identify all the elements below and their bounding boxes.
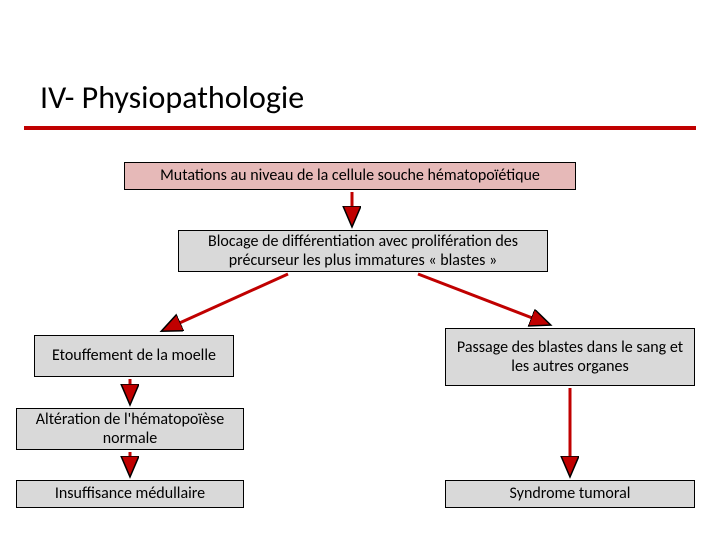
flow-arrows <box>0 0 720 540</box>
